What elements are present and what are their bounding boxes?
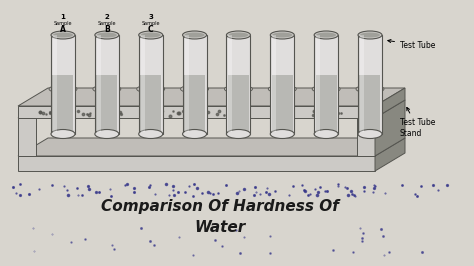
Ellipse shape <box>95 130 119 139</box>
Polygon shape <box>53 35 57 132</box>
Ellipse shape <box>314 130 338 139</box>
Ellipse shape <box>358 31 382 39</box>
Ellipse shape <box>182 31 207 39</box>
Polygon shape <box>375 138 405 171</box>
Ellipse shape <box>268 85 296 93</box>
Ellipse shape <box>228 127 249 135</box>
Polygon shape <box>316 74 337 131</box>
Polygon shape <box>228 35 232 132</box>
Polygon shape <box>314 35 338 134</box>
Polygon shape <box>18 88 405 106</box>
Polygon shape <box>18 100 66 118</box>
Polygon shape <box>141 35 145 132</box>
Polygon shape <box>96 74 118 131</box>
Ellipse shape <box>182 130 207 139</box>
Ellipse shape <box>358 130 382 139</box>
Polygon shape <box>270 35 294 134</box>
Text: Sample: Sample <box>54 20 72 26</box>
Text: 1: 1 <box>61 14 65 20</box>
Polygon shape <box>358 35 382 134</box>
Ellipse shape <box>316 32 336 38</box>
Ellipse shape <box>272 127 293 135</box>
Polygon shape <box>375 100 405 156</box>
Polygon shape <box>227 35 250 134</box>
Ellipse shape <box>93 85 121 93</box>
Ellipse shape <box>356 85 384 93</box>
Ellipse shape <box>316 127 337 135</box>
Polygon shape <box>360 35 364 132</box>
Polygon shape <box>18 106 375 118</box>
Polygon shape <box>184 35 189 132</box>
Ellipse shape <box>49 85 77 93</box>
Polygon shape <box>97 35 101 132</box>
Polygon shape <box>316 35 320 132</box>
Ellipse shape <box>51 130 75 139</box>
Ellipse shape <box>359 127 381 135</box>
Ellipse shape <box>314 31 338 39</box>
Ellipse shape <box>270 31 294 39</box>
Text: Test Tube
Stand: Test Tube Stand <box>400 107 436 138</box>
Text: Sample: Sample <box>98 20 116 26</box>
Ellipse shape <box>53 32 73 38</box>
Ellipse shape <box>95 31 119 39</box>
Text: B: B <box>104 24 110 34</box>
Ellipse shape <box>97 32 117 38</box>
Ellipse shape <box>137 85 164 93</box>
Ellipse shape <box>139 130 163 139</box>
Ellipse shape <box>227 130 250 139</box>
Text: 3: 3 <box>148 14 153 20</box>
Polygon shape <box>272 35 276 132</box>
Ellipse shape <box>360 32 380 38</box>
Polygon shape <box>357 118 375 156</box>
Ellipse shape <box>224 85 253 93</box>
Ellipse shape <box>96 127 118 135</box>
Text: Sample: Sample <box>141 20 160 26</box>
Ellipse shape <box>139 31 163 39</box>
Ellipse shape <box>272 32 292 38</box>
Polygon shape <box>184 74 205 131</box>
Text: A: A <box>60 24 66 34</box>
Polygon shape <box>51 35 75 134</box>
Polygon shape <box>272 74 293 131</box>
Ellipse shape <box>227 31 250 39</box>
Text: 2: 2 <box>104 14 109 20</box>
Text: Test Tube: Test Tube <box>388 40 436 49</box>
Text: Water: Water <box>194 221 246 235</box>
Polygon shape <box>375 88 405 118</box>
Ellipse shape <box>141 32 161 38</box>
Polygon shape <box>182 35 207 134</box>
Ellipse shape <box>184 127 205 135</box>
Text: C: C <box>148 24 154 34</box>
Ellipse shape <box>184 32 205 38</box>
Ellipse shape <box>312 85 340 93</box>
Ellipse shape <box>53 127 73 135</box>
Polygon shape <box>359 74 381 131</box>
Polygon shape <box>95 35 119 134</box>
Polygon shape <box>357 100 405 118</box>
Polygon shape <box>18 156 375 171</box>
Ellipse shape <box>270 130 294 139</box>
Polygon shape <box>228 74 249 131</box>
Polygon shape <box>18 118 36 156</box>
Text: Comparison Of Hardness Of: Comparison Of Hardness Of <box>101 198 339 214</box>
Ellipse shape <box>181 85 209 93</box>
Polygon shape <box>18 138 405 156</box>
Ellipse shape <box>228 32 248 38</box>
Polygon shape <box>140 74 161 131</box>
Polygon shape <box>53 74 73 131</box>
Polygon shape <box>139 35 163 134</box>
Ellipse shape <box>51 31 75 39</box>
Ellipse shape <box>140 127 161 135</box>
